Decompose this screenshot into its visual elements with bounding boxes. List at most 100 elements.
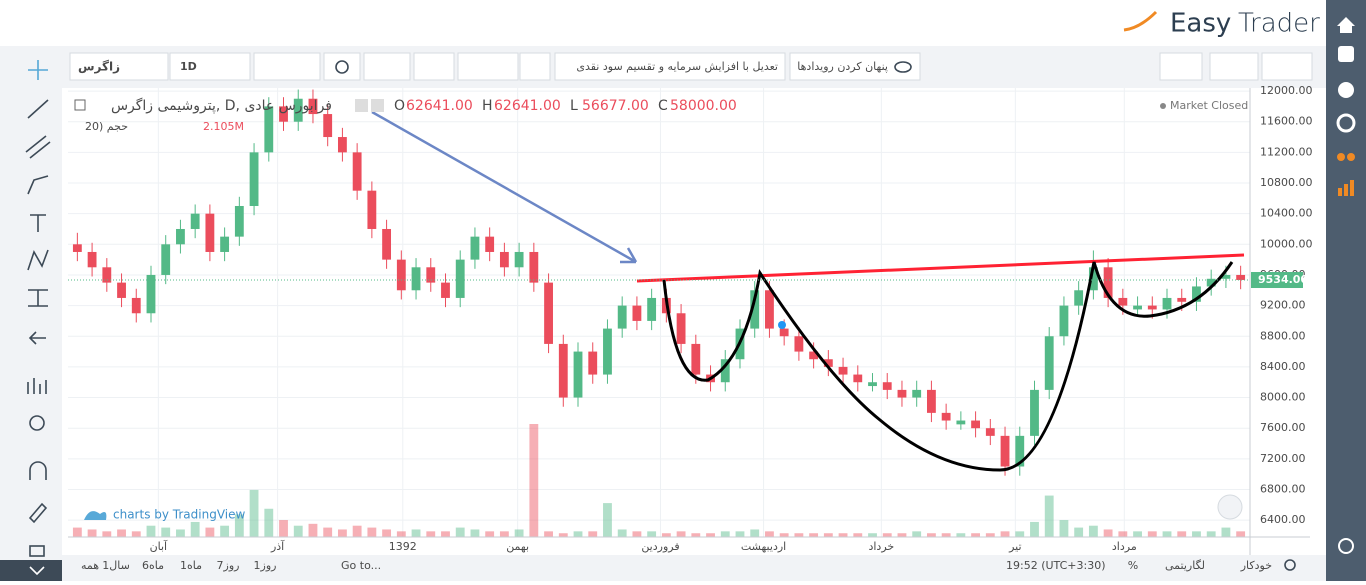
- crosshair-tool[interactable]: [28, 60, 48, 80]
- legend-gear[interactable]: [371, 99, 384, 112]
- candle-body: [190, 213, 200, 229]
- candle-body: [897, 389, 907, 398]
- volume-bar: [1162, 531, 1172, 537]
- symbol-box[interactable]: [69, 52, 169, 81]
- candle-body: [1221, 274, 1231, 279]
- cup-curves: [662, 261, 1234, 472]
- percent-btn[interactable]: %: [1128, 559, 1138, 572]
- candle-body: [102, 267, 112, 283]
- auto-btn[interactable]: خودکار: [1240, 559, 1272, 572]
- text-tool[interactable]: [30, 214, 46, 232]
- volume-bar: [485, 531, 495, 537]
- range-buttons: همه 1سال 6ماه 1ماه 7روز 1روز: [81, 559, 277, 572]
- range-button[interactable]: 7روز: [217, 559, 240, 572]
- candle-body: [117, 282, 126, 298]
- candle-body: [1030, 389, 1039, 436]
- candle-body: [1133, 305, 1142, 310]
- interval-box[interactable]: [169, 52, 251, 81]
- tv-logo: [84, 511, 107, 520]
- chart-style[interactable]: [253, 52, 321, 81]
- event-dot[interactable]: [778, 321, 786, 329]
- volume-bar: [941, 533, 951, 537]
- volume-bar: [117, 529, 126, 537]
- candle-body: [1000, 435, 1010, 467]
- settings-icon: [335, 60, 349, 74]
- hide-events-btn[interactable]: [789, 52, 921, 81]
- save-btn[interactable]: [1261, 52, 1313, 81]
- eye-icon: [894, 61, 912, 73]
- channel-tool[interactable]: [25, 135, 51, 159]
- collapse-legend[interactable]: [74, 99, 86, 111]
- candle-body: [1103, 267, 1113, 298]
- measure-tool[interactable]: [28, 289, 48, 307]
- undo-redo[interactable]: [457, 52, 519, 81]
- volume-bar: [1059, 520, 1069, 537]
- snapshot-btn[interactable]: [1159, 52, 1203, 81]
- scroll-btn[interactable]: [1217, 494, 1243, 520]
- zoom-tool[interactable]: [29, 415, 45, 431]
- volume-bar: [337, 529, 347, 537]
- x-tick-label: بهمن: [506, 540, 529, 553]
- y-tick-label: 11200.00: [1260, 145, 1313, 158]
- path-tool[interactable]: [27, 175, 49, 195]
- volume-bar: [779, 533, 789, 537]
- volume-bar: [706, 533, 715, 537]
- legend-eye[interactable]: [355, 99, 368, 112]
- range-button[interactable]: 1سال: [102, 559, 130, 572]
- lock-tool[interactable]: [29, 545, 45, 557]
- fullscreen-btn[interactable]: [519, 52, 551, 81]
- candle-body: [558, 343, 568, 398]
- refresh-icon[interactable]: [1336, 113, 1356, 133]
- volume-bar: [1177, 531, 1187, 537]
- settings-btn[interactable]: [323, 52, 361, 81]
- y-tick-label: 12000.00: [1260, 84, 1313, 97]
- y-tick-label: 8800.00: [1260, 329, 1306, 342]
- volume-bar: [573, 531, 583, 537]
- last-price-box: [1251, 272, 1303, 289]
- volume-bar: [882, 533, 892, 537]
- c-value: 58000.00: [670, 98, 737, 114]
- zoom-out-tool[interactable]: [27, 378, 47, 394]
- load-btn[interactable]: [1209, 52, 1259, 81]
- line-tool[interactable]: [27, 99, 49, 119]
- volume-bar: [176, 529, 185, 537]
- candle-body: [1162, 297, 1172, 310]
- watch-icon[interactable]: [1338, 46, 1354, 62]
- back-tool[interactable]: [28, 331, 46, 345]
- y-tick-label: 7200.00: [1260, 452, 1306, 465]
- chart-icon[interactable]: [1338, 180, 1354, 196]
- adjust-btn[interactable]: [554, 52, 786, 81]
- volume-bar: [367, 527, 377, 537]
- axis-settings[interactable]: [1284, 559, 1296, 571]
- compare-btn[interactable]: [413, 52, 455, 81]
- collapse-btn[interactable]: [0, 560, 62, 581]
- volume-bar: [411, 529, 421, 537]
- volume-bar: [352, 525, 362, 537]
- alert-icon[interactable]: [1338, 82, 1354, 98]
- volume-bar: [691, 533, 701, 537]
- log-btn[interactable]: لگاریتمی: [1165, 559, 1205, 572]
- volume-bar: [455, 527, 465, 537]
- range-button[interactable]: 1ماه: [180, 559, 202, 572]
- volume-bar: [956, 533, 966, 537]
- watermark: charts by TradingView: [113, 508, 245, 522]
- home-icon[interactable]: [1337, 17, 1355, 33]
- glasses-icon[interactable]: [1337, 153, 1345, 161]
- lock-draw-tool[interactable]: [28, 502, 48, 524]
- range-button[interactable]: 6ماه: [142, 559, 164, 572]
- range-button[interactable]: 1روز: [254, 559, 277, 572]
- pattern-tool[interactable]: [27, 249, 49, 271]
- candle-body: [293, 98, 303, 122]
- logout-icon[interactable]: [1338, 538, 1354, 554]
- candle-body: [794, 336, 804, 352]
- indicators-btn[interactable]: [363, 52, 411, 81]
- volume-bar: [632, 531, 642, 537]
- range-button[interactable]: همه: [81, 559, 99, 572]
- volume-bar: [396, 531, 406, 537]
- candle-body: [676, 313, 686, 344]
- candle-body: [352, 152, 362, 191]
- goto[interactable]: Go to...: [341, 559, 381, 572]
- candle-body: [1074, 290, 1084, 306]
- magnet-tool[interactable]: [29, 461, 47, 480]
- candle-body: [161, 244, 171, 275]
